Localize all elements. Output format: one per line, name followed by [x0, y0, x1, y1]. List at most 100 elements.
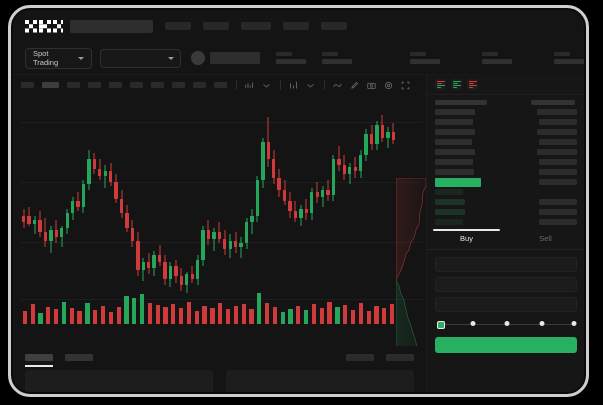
slider-handle[interactable] — [437, 320, 445, 329]
volume-bar — [311, 303, 317, 324]
timeframe-button-3[interactable] — [88, 82, 101, 88]
volume-bar — [116, 307, 121, 324]
submit-buy-button[interactable] — [435, 337, 577, 353]
bottom-action-0[interactable] — [346, 353, 374, 361]
ticker-stat-1 — [322, 52, 352, 64]
timeframe-button-1[interactable] — [42, 82, 59, 88]
line-type-icon[interactable] — [333, 81, 342, 90]
candle — [272, 104, 276, 304]
timeframe-button-2[interactable] — [67, 82, 80, 88]
amount-field[interactable] — [435, 277, 577, 292]
orderbook-ask-row[interactable] — [435, 127, 577, 137]
toolbar-divider — [280, 80, 281, 90]
volume-bar — [304, 310, 309, 324]
orderbook-mode-sell-only-icon[interactable] — [467, 78, 478, 90]
timeframe-button-0[interactable] — [21, 82, 34, 88]
orderbook-header-price — [435, 100, 487, 105]
slider-stop-50[interactable] — [504, 321, 510, 326]
percent-slider[interactable] — [435, 320, 577, 329]
orderbook-bid-row[interactable] — [435, 207, 577, 217]
drawing-pencil-icon[interactable] — [350, 81, 359, 90]
bottom-tab-0[interactable] — [25, 353, 53, 367]
settings-gear-icon[interactable] — [384, 81, 393, 90]
volume-bar — [155, 304, 160, 324]
candle — [239, 104, 243, 304]
stat-value — [410, 59, 440, 64]
chevron-down-icon[interactable] — [306, 81, 315, 90]
candle — [179, 104, 183, 304]
spot-trading-mode-selector[interactable]: Spot Trading — [25, 47, 92, 69]
okx-logo[interactable] — [25, 19, 63, 33]
candle — [163, 104, 167, 304]
orderbook-bid-row[interactable] — [435, 187, 577, 197]
price-field[interactable] — [435, 257, 577, 272]
candle — [49, 104, 53, 304]
bottom-tab-1[interactable] — [65, 353, 93, 361]
total-field[interactable] — [435, 297, 577, 312]
orderbook-ask-row[interactable] — [435, 167, 577, 177]
candle — [43, 104, 48, 304]
candle — [369, 104, 374, 304]
orderbook-ask-row[interactable] — [435, 147, 577, 157]
nav-search-input[interactable] — [70, 19, 153, 33]
candle — [174, 104, 178, 304]
fullscreen-icon[interactable] — [401, 81, 410, 90]
chevron-down-icon[interactable] — [262, 81, 271, 90]
nav-item-2[interactable] — [241, 22, 271, 30]
timeframe-button-9[interactable] — [214, 82, 227, 88]
volume-bar — [202, 305, 207, 324]
timeframe-button-7[interactable] — [172, 82, 185, 88]
candle — [60, 104, 64, 304]
price-chart-pane[interactable] — [13, 94, 426, 346]
ticker-stat-3 — [482, 52, 512, 64]
candle — [288, 104, 292, 304]
orderbook-ask-row[interactable] — [435, 107, 577, 117]
indicators-icon[interactable] — [245, 81, 254, 90]
camera-icon[interactable] — [367, 81, 376, 90]
orderbook-ask-row[interactable] — [435, 137, 577, 147]
orderbook-current-price-row[interactable] — [435, 177, 577, 187]
nav-item-3[interactable] — [283, 22, 309, 30]
compare-icon[interactable] — [289, 81, 298, 90]
orderbook-display-modes — [427, 74, 584, 95]
candle — [114, 104, 118, 304]
candle — [147, 104, 151, 304]
candle — [310, 104, 314, 304]
bottom-action-1[interactable] — [386, 353, 414, 361]
open-orders-panel[interactable] — [25, 370, 213, 392]
orderbook-bid-row[interactable] — [435, 197, 577, 207]
candle — [282, 104, 287, 304]
nav-item-0[interactable] — [165, 22, 191, 30]
stat-label — [276, 52, 292, 56]
gridline-1 — [21, 182, 422, 183]
volume-bar — [61, 301, 67, 324]
slider-stop-100[interactable] — [571, 321, 577, 326]
candle — [195, 104, 200, 304]
nav-item-1[interactable] — [203, 22, 229, 30]
timeframe-button-4[interactable] — [109, 82, 122, 88]
tab-sell[interactable]: Sell — [539, 234, 552, 243]
orderbook-ask-row[interactable] — [435, 117, 577, 127]
timeframe-button-5[interactable] — [130, 82, 143, 88]
nav-item-4[interactable] — [321, 22, 347, 30]
slider-stop-75[interactable] — [539, 321, 544, 326]
chart-gridlines — [13, 94, 426, 346]
timeframe-button-8[interactable] — [193, 82, 206, 88]
orderbook-ask-row[interactable] — [435, 157, 577, 167]
orderbook-mode-both-sides-icon[interactable] — [435, 78, 446, 90]
order-history-panel[interactable] — [226, 370, 414, 392]
orderbook-bid-row[interactable] — [435, 217, 577, 227]
volume-bar — [100, 305, 106, 324]
tab-buy[interactable]: Buy — [427, 229, 506, 249]
orderbook-rows[interactable] — [427, 107, 584, 227]
trading-pair-selector[interactable] — [99, 48, 182, 68]
volume-bar — [382, 308, 387, 324]
candle — [337, 104, 341, 304]
slider-stop-25[interactable] — [470, 321, 476, 326]
toolbar-divider — [236, 80, 237, 90]
orderbook-mode-buy-only-icon[interactable] — [451, 78, 462, 90]
candle — [342, 104, 347, 304]
candle — [326, 104, 330, 304]
candle — [266, 104, 270, 304]
timeframe-button-6[interactable] — [151, 82, 164, 88]
